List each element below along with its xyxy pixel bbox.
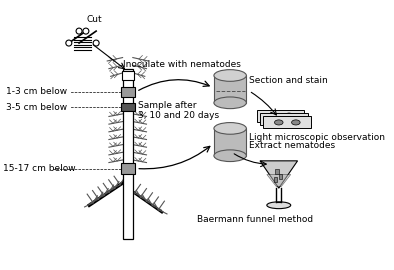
FancyBboxPatch shape	[279, 174, 282, 179]
Bar	[121, 87, 134, 97]
Text: Light microscopic observation: Light microscopic observation	[249, 133, 385, 142]
Text: Sample after
3, 10 and 20 days: Sample after 3, 10 and 20 days	[138, 101, 219, 120]
FancyBboxPatch shape	[256, 110, 305, 122]
Circle shape	[66, 40, 72, 46]
Ellipse shape	[275, 120, 283, 125]
Ellipse shape	[288, 116, 297, 122]
Ellipse shape	[214, 70, 246, 81]
Circle shape	[76, 28, 82, 34]
FancyBboxPatch shape	[274, 177, 277, 182]
Bar	[214, 76, 246, 103]
FancyBboxPatch shape	[260, 113, 308, 125]
Ellipse shape	[214, 123, 246, 134]
FancyBboxPatch shape	[275, 168, 279, 174]
Bar	[122, 71, 134, 80]
Ellipse shape	[214, 97, 246, 109]
Text: Section and stain: Section and stain	[249, 76, 328, 85]
Polygon shape	[260, 161, 297, 188]
Ellipse shape	[214, 150, 246, 161]
Bar	[214, 129, 246, 156]
Bar	[123, 69, 133, 239]
Ellipse shape	[271, 116, 280, 122]
Text: 1-3 cm below: 1-3 cm below	[6, 87, 67, 96]
Ellipse shape	[268, 113, 276, 118]
Text: Inoculate with nematodes: Inoculate with nematodes	[123, 60, 241, 69]
Circle shape	[93, 40, 99, 46]
Text: Extract nematodes: Extract nematodes	[249, 141, 335, 150]
Bar	[121, 163, 134, 174]
Text: Baermann funnel method: Baermann funnel method	[197, 215, 313, 224]
FancyBboxPatch shape	[264, 116, 311, 129]
Ellipse shape	[267, 202, 291, 209]
Text: 3-5 cm below: 3-5 cm below	[6, 103, 67, 112]
Ellipse shape	[292, 120, 300, 125]
Circle shape	[83, 28, 89, 34]
Text: Cut: Cut	[87, 15, 102, 24]
Bar	[121, 103, 134, 111]
Text: 15-17 cm below: 15-17 cm below	[3, 164, 76, 173]
Polygon shape	[267, 174, 291, 187]
Ellipse shape	[285, 113, 293, 118]
